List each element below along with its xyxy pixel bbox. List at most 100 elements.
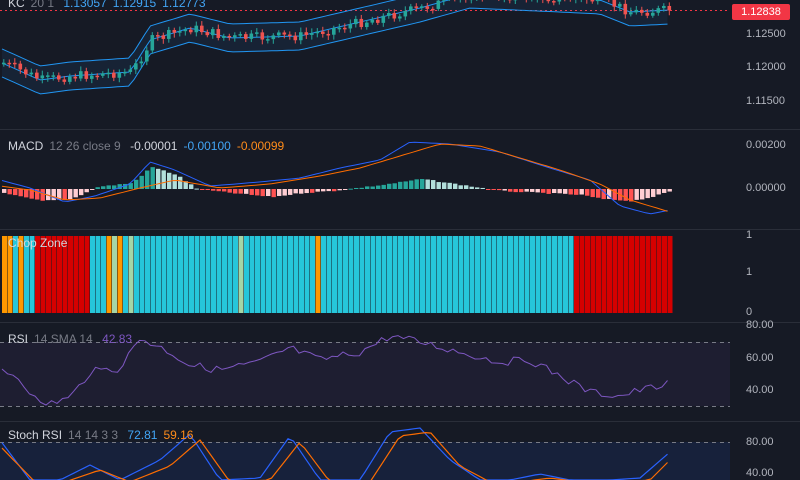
rsi-pane[interactable] bbox=[0, 335, 730, 407]
last-price-badge: 1.12838 bbox=[732, 4, 790, 20]
chop-zone-bar bbox=[629, 236, 634, 313]
macd-histogram-bar bbox=[354, 187, 359, 189]
chop-zone-legend[interactable]: Chop Zone bbox=[8, 236, 73, 250]
candle-body bbox=[266, 39, 270, 41]
macd-histogram-bar bbox=[579, 189, 584, 195]
kc-basis-value: 1.12915 bbox=[112, 0, 157, 10]
chop-zone-pane[interactable] bbox=[2, 236, 673, 313]
macd-histogram-bar bbox=[315, 189, 320, 192]
chop-zone-bar bbox=[95, 236, 101, 313]
macd-histogram-bar bbox=[381, 184, 386, 189]
chop-zone-bar bbox=[299, 236, 304, 313]
candle-body bbox=[73, 76, 78, 79]
macd-histogram-bar bbox=[640, 189, 645, 200]
macd-histogram-bar bbox=[238, 189, 243, 194]
chop-zone-bar bbox=[101, 236, 106, 313]
chop-zone-bar bbox=[387, 236, 392, 313]
kc-params: 20 1 bbox=[30, 0, 55, 10]
candle-body bbox=[139, 61, 144, 64]
rsi-axis-tick: 60.00 bbox=[746, 352, 774, 364]
chop-zone-bar bbox=[310, 236, 315, 313]
chop-zone-bar bbox=[189, 236, 194, 313]
kc-lower-value: 1.12773 bbox=[162, 0, 206, 10]
macd-histogram-bar bbox=[62, 189, 67, 200]
macd-histogram-bar bbox=[13, 189, 18, 196]
macd-histogram-bar bbox=[337, 189, 342, 191]
macd-histogram-bar bbox=[332, 189, 337, 192]
macd-histogram-bar bbox=[57, 189, 62, 200]
kc-legend[interactable]: KC 20 1 1.13057 1.12915 1.12773 bbox=[8, 0, 212, 10]
candle-body bbox=[205, 32, 210, 36]
macd-histogram-bar bbox=[123, 183, 128, 189]
candle-body bbox=[321, 31, 325, 34]
chop-zone-bar bbox=[178, 236, 183, 313]
candle-body bbox=[172, 29, 177, 33]
macd-histogram-bar bbox=[370, 186, 375, 189]
macd-histogram-bar bbox=[95, 187, 100, 189]
candle-body bbox=[161, 35, 166, 39]
candle-body bbox=[227, 35, 232, 38]
macd-histogram-bar bbox=[216, 189, 221, 192]
candle-body bbox=[326, 33, 331, 36]
rsi-value: 42.83 bbox=[102, 332, 133, 346]
macd-histogram-bar bbox=[662, 189, 667, 193]
macd-histogram-bar bbox=[233, 189, 238, 194]
price-pane[interactable] bbox=[0, 0, 730, 95]
chop-zone-bar bbox=[332, 236, 337, 313]
chop-zone-bar bbox=[590, 236, 596, 313]
chop-zone-bar bbox=[568, 236, 574, 313]
chop-zone-bar bbox=[233, 236, 238, 313]
macd-histogram-bar bbox=[546, 189, 551, 194]
macd-histogram-bar bbox=[656, 189, 661, 195]
chop-zone-bar bbox=[194, 236, 200, 313]
chop-zone-bar bbox=[277, 236, 282, 313]
macd-histogram-bar bbox=[227, 189, 232, 193]
macd-histogram-bar bbox=[51, 189, 56, 201]
chop-zone-bar bbox=[156, 236, 161, 313]
chop-zone-bar bbox=[398, 236, 403, 313]
chop-zone-bar bbox=[662, 236, 667, 313]
macd-pane[interactable] bbox=[1, 141, 672, 215]
macd-histogram-bar bbox=[436, 182, 441, 189]
chop-zone-bar bbox=[326, 236, 332, 313]
macd-histogram-bar bbox=[530, 189, 535, 192]
macd-histogram-bar bbox=[541, 189, 546, 193]
chop-zone-bar bbox=[436, 236, 442, 313]
chop-zone-bar bbox=[552, 236, 557, 313]
stoch-rsi-pane[interactable] bbox=[0, 427, 730, 480]
chop-zone-bar bbox=[271, 236, 277, 313]
macd-histogram-bar bbox=[310, 189, 315, 193]
macd-legend[interactable]: MACD 12 26 close 9 -0.00001 -0.00100 -0.000… bbox=[8, 139, 290, 153]
macd-histogram-bar bbox=[266, 189, 271, 197]
macd-histogram-bar bbox=[183, 181, 188, 189]
rsi-legend[interactable]: RSI 14 SMA 14 42.83 bbox=[8, 332, 138, 346]
candle-body bbox=[282, 32, 287, 35]
candle-body bbox=[150, 35, 155, 51]
macd-histogram-bar bbox=[139, 175, 144, 189]
chop-zone-bar bbox=[79, 236, 84, 313]
chop-zone-bar bbox=[618, 236, 623, 313]
macd-histogram-bar bbox=[271, 189, 276, 198]
candle-body bbox=[370, 19, 375, 23]
chop-zone-bar bbox=[502, 236, 508, 313]
macd-histogram-bar bbox=[24, 189, 29, 198]
macd-histogram-bar bbox=[128, 183, 133, 189]
chop-zone-bar bbox=[18, 236, 24, 313]
kc-upper-line bbox=[1, 0, 397, 67]
price-axis-tick: 1.12500 bbox=[746, 28, 786, 40]
chop-zone-bar bbox=[304, 236, 310, 313]
macd-histogram-bar bbox=[645, 189, 650, 199]
candle-body bbox=[145, 50, 149, 62]
macd-histogram-bar bbox=[475, 187, 480, 189]
macd-histogram-bar bbox=[304, 189, 309, 194]
chop-axis-tick: 1 bbox=[746, 266, 753, 278]
chop-zone-bar bbox=[29, 236, 35, 313]
stoch-k-line bbox=[1, 427, 668, 480]
stoch-rsi-legend[interactable]: Stoch RSI 14 14 3 3 72.81 59.16 bbox=[8, 428, 199, 442]
macd-histogram-bar bbox=[321, 189, 326, 192]
candle-body bbox=[7, 62, 12, 65]
kc-upper-value: 1.13057 bbox=[63, 0, 107, 10]
macd-histogram-bar bbox=[442, 182, 447, 189]
candle-body bbox=[596, 0, 600, 2]
